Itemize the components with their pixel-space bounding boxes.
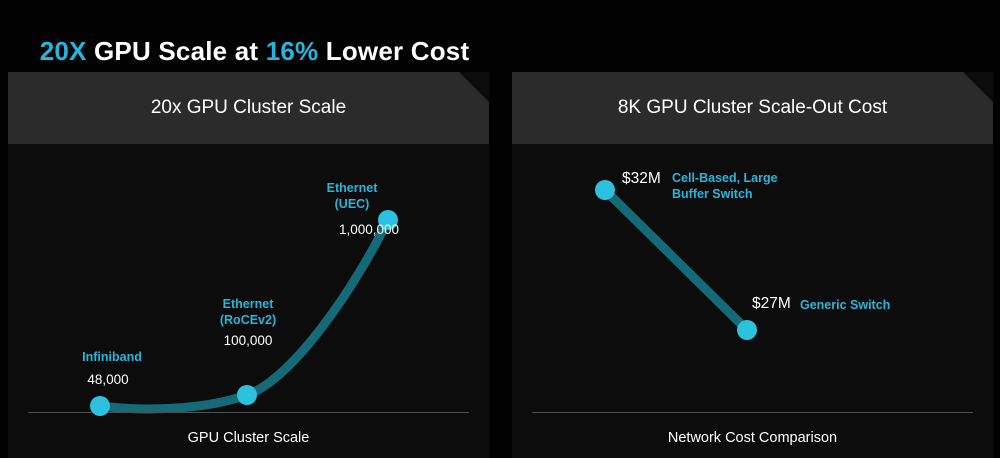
panel-title-left: 20x GPU Cluster Scale — [150, 97, 347, 118]
panel-header-right: 8K GPU Cluster Scale-Out Cost — [512, 72, 993, 144]
value-rocev2: 100,000 — [223, 333, 273, 348]
title-end: Lower Cost — [318, 36, 470, 66]
label-cell-based: Cell-Based, Large Buffer Switch — [672, 171, 778, 202]
label-generic: Generic Switch — [800, 298, 891, 312]
cost-line — [600, 185, 752, 335]
title-middle: GPU Scale at — [86, 36, 266, 66]
data-point-infiniband — [90, 396, 110, 416]
value-infiniband: 48,000 — [87, 372, 129, 387]
panel-gpu-cluster-scale: 20x GPU Cluster Scale Infiniband 48,000 … — [8, 72, 489, 458]
x-axis-title-left: GPU Cluster Scale — [187, 430, 310, 446]
chart-gpu-cluster-scale: Infiniband 48,000 Ethernet (RoCEv2) 100,… — [8, 144, 489, 458]
chart-network-cost: $32M Cell-Based, Large Buffer Switch $27… — [512, 144, 993, 458]
data-point-rocev2 — [237, 385, 257, 405]
x-axis-title-right: Network Cost Comparison — [667, 430, 838, 446]
data-point-uec — [378, 210, 398, 230]
title-highlight-16pct: 16% — [265, 36, 319, 66]
x-axis-line-right — [532, 412, 973, 413]
data-point-generic — [737, 320, 757, 340]
value-generic: $27M — [752, 295, 791, 312]
page-title: 20X GPU Scale at 16% Lower Cost — [10, 5, 469, 98]
x-axis-line-left — [28, 412, 469, 413]
label-infiniband: Infiniband — [82, 350, 142, 364]
value-cell-based: $32M — [622, 170, 661, 187]
panel-header-left: 20x GPU Cluster Scale — [8, 72, 489, 144]
panel-title-right: 8K GPU Cluster Scale-Out Cost — [617, 97, 888, 118]
label-uec: Ethernet (UEC) — [326, 181, 378, 211]
value-uec: 1,000,000 — [338, 222, 400, 237]
title-highlight-20x: 20X — [39, 36, 87, 66]
data-point-cell-based — [595, 180, 615, 200]
label-rocev2: Ethernet (RoCEv2) — [219, 297, 277, 327]
panel-scale-out-cost: 8K GPU Cluster Scale-Out Cost $32M Cell-… — [512, 72, 993, 458]
